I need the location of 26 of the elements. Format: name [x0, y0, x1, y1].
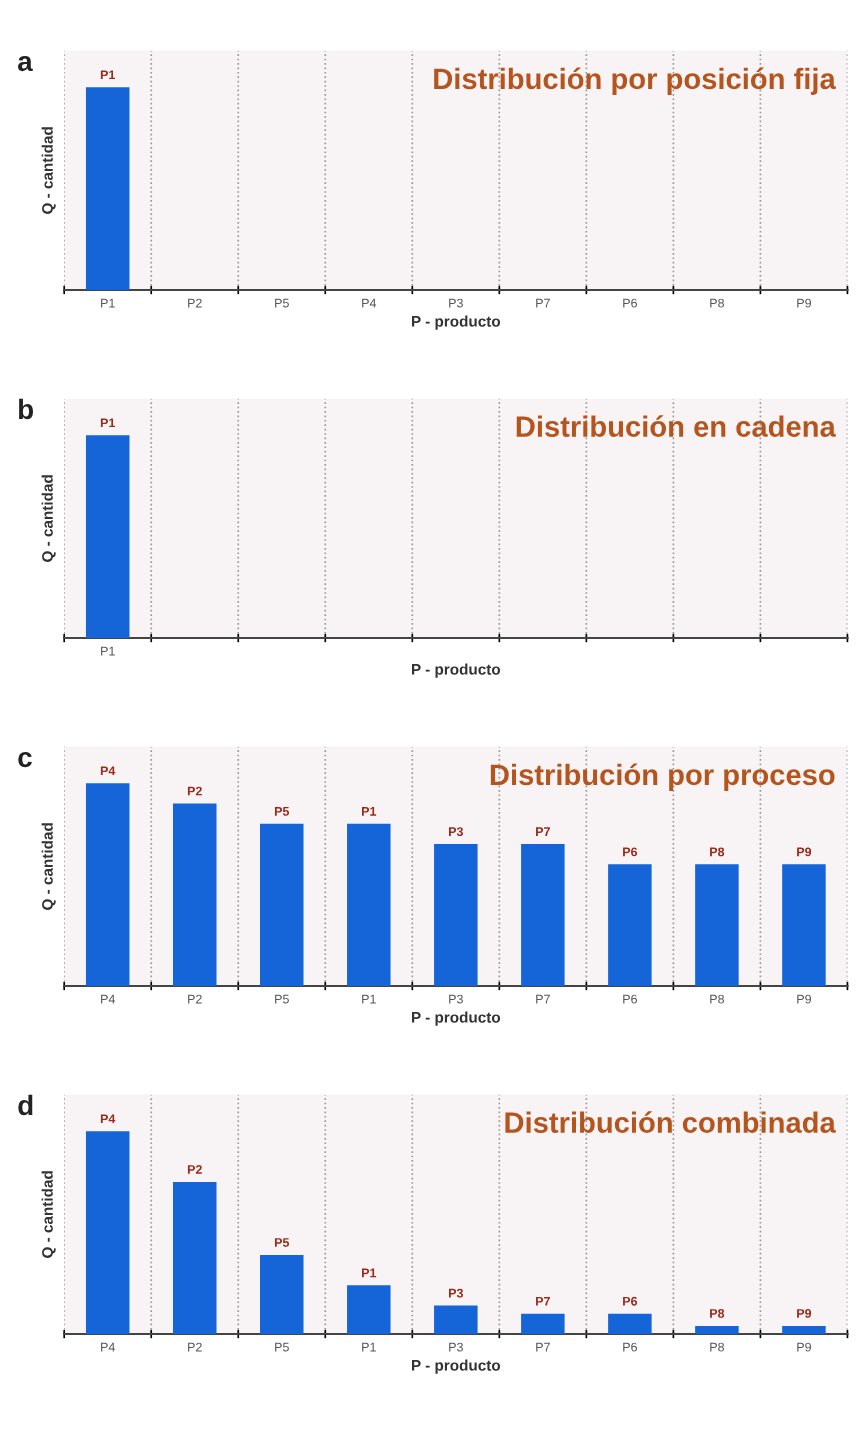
chart-title: Distribución por posición fija [434, 67, 836, 95]
bar [521, 844, 565, 986]
bar [695, 864, 739, 986]
chart-title: Distribución combinada [505, 1111, 836, 1133]
bar [695, 1325, 739, 1334]
bar [608, 864, 652, 986]
chart-title: Distribución en cadena [516, 415, 836, 437]
bar [347, 823, 391, 986]
bar [347, 1285, 391, 1334]
bar [172, 803, 217, 986]
text: c [18, 751, 32, 768]
bar [434, 844, 478, 986]
bar [608, 1313, 652, 1334]
text: a [18, 55, 33, 72]
bar [85, 1131, 130, 1334]
bar [260, 1254, 304, 1334]
bar [260, 823, 304, 986]
bar [521, 1313, 565, 1334]
text: b [19, 398, 34, 420]
bar [782, 864, 826, 986]
bar [782, 1325, 826, 1334]
bar [85, 783, 130, 986]
bar [172, 1181, 217, 1334]
chart-title: Distribución por proceso [490, 763, 835, 791]
bar [434, 1305, 478, 1334]
text: d [18, 1094, 33, 1116]
